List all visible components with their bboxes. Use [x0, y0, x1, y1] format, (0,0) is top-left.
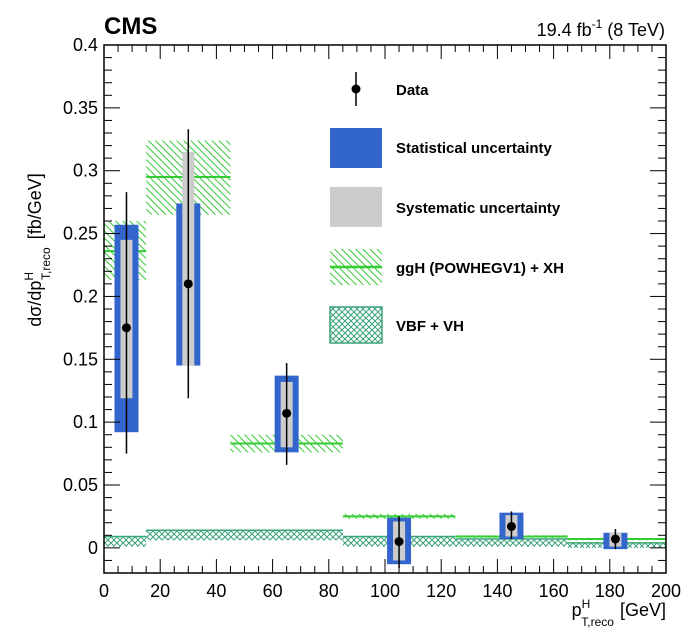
legend-label-syst: Systematic uncertainty	[396, 200, 561, 217]
x-tick-label-5: 100	[370, 581, 400, 601]
vbf-band-2	[230, 530, 343, 541]
legend: Data Statistical uncertainty Systematic …	[329, 72, 564, 344]
x-tick-label-4: 80	[319, 581, 339, 601]
legend-label-vbf: VBF + VH	[396, 318, 464, 335]
data-point-1	[183, 279, 193, 289]
y-tick-label-3: 0.15	[63, 349, 98, 369]
y-axis-title: dσ/dpH T,reco[fb/GeV]	[22, 173, 53, 327]
vbf-band-1	[146, 530, 231, 541]
axis-layer: 0 20 40 60 80 100 120 140 160 180 200 0 0.05 0.1 0.15 0…	[63, 35, 681, 601]
legend-entry-data: Data	[351, 72, 429, 106]
x-tick-label-2: 40	[206, 581, 226, 601]
data-point-4	[506, 521, 516, 531]
legend-label-stat: Statistical uncertainty	[396, 140, 553, 157]
data-point-0	[121, 323, 131, 333]
data-point-3	[394, 537, 404, 547]
legend-entry-vbf: VBF + VH	[329, 306, 464, 344]
x-axis-title: pH T,reco[GeV]	[572, 597, 666, 629]
y-tick-label-2: 0.1	[73, 412, 98, 432]
legend-label-data: Data	[396, 82, 429, 99]
data-point-2	[282, 408, 292, 418]
y-tick-label-1: 0.05	[63, 475, 98, 495]
x-tick-label-7: 140	[482, 581, 512, 601]
vbf-band-4	[455, 539, 568, 547]
legend-label-ggh: ggH (POWHEGV1) + XH	[396, 260, 564, 277]
legend-entry-syst: Systematic uncertainty	[330, 187, 561, 227]
y-tick-label-6: 0.3	[73, 161, 98, 181]
x-tick-label-6: 120	[426, 581, 456, 601]
lumi-value: 19.4 fb	[537, 20, 592, 40]
y-tick-label-4: 0.2	[73, 286, 98, 306]
luminosity-label: 19.4 fb-1 (8 TeV)	[537, 17, 665, 40]
data-point-5	[610, 534, 620, 544]
x-tick-label-8: 160	[539, 581, 569, 601]
legend-entry-ggh: ggH (POWHEGV1) + XH	[330, 249, 564, 285]
x-tick-label-9: 180	[595, 581, 625, 601]
y-tick-label-5: 0.25	[63, 224, 98, 244]
lumi-exponent: -1	[592, 17, 603, 31]
y-tick-label-0: 0	[88, 538, 98, 558]
y-tick-label-8: 0.4	[73, 35, 98, 55]
y-tick-label-7: 0.35	[63, 98, 98, 118]
data-points-layer	[121, 129, 620, 568]
legend-entry-stat: Statistical uncertainty	[330, 128, 553, 168]
vbf-band-0	[104, 536, 147, 547]
x-tick-label-0: 0	[99, 581, 109, 601]
x-tick-label-10: 200	[651, 581, 681, 601]
x-tick-label-3: 60	[263, 581, 283, 601]
x-tick-label-1: 20	[150, 581, 170, 601]
experiment-label: CMS	[104, 13, 157, 40]
energy-value: (8 TeV)	[602, 20, 665, 40]
